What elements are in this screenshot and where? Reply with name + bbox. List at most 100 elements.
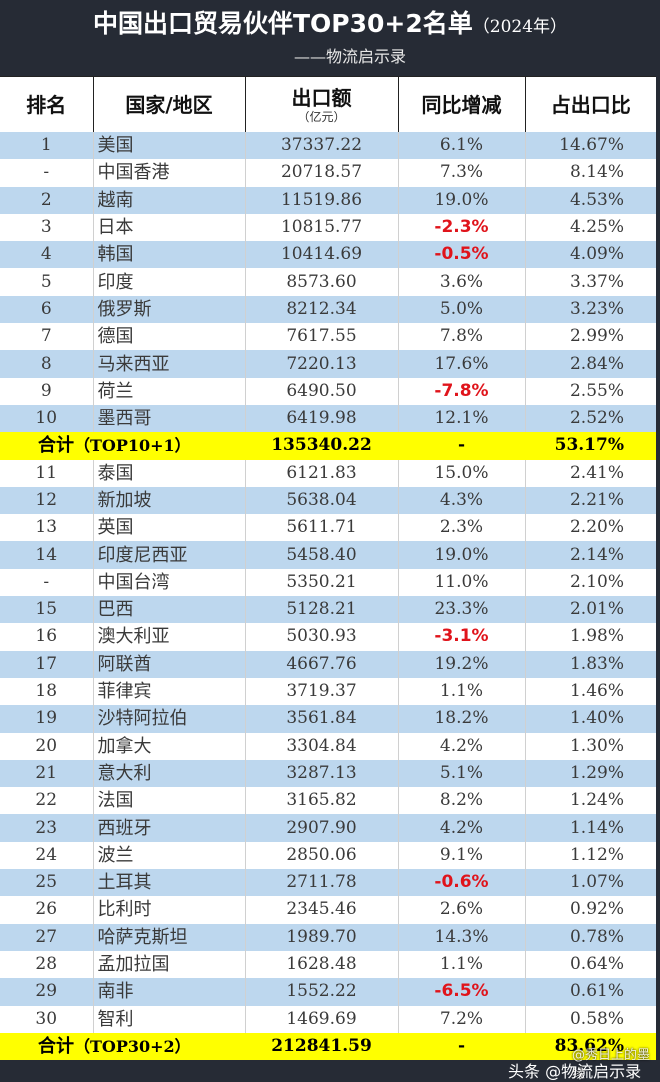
share-cell: 1.24% (524, 787, 656, 815)
export-partners-table: 排名 国家/地区 出口额 （亿元） 同比增减 占出口比 1 美国 37337.22 6.… (0, 76, 656, 1061)
country-cell: 美国 (92, 132, 245, 160)
share-cell: 4.09% (524, 241, 656, 269)
country-cell: 波兰 (92, 841, 245, 870)
country-cell: 土耳其 (92, 869, 245, 897)
total-label: 合计（TOP10+1） (0, 432, 245, 460)
table-row: 26 比利时 2345.46 2.6% 0.92% (0, 896, 656, 924)
share-cell: 1.40% (524, 705, 656, 733)
rank-cell: 13 (0, 514, 93, 542)
share-cell: 0.61% (524, 978, 656, 1006)
country-cell: 智利 (92, 1005, 245, 1033)
title-year: （2024年） (472, 17, 568, 37)
change-cell: 18.2% (397, 705, 525, 733)
share-cell: 2.01% (524, 596, 656, 624)
country-cell: 马来西亚 (92, 350, 245, 378)
table-row: 17 阿联酋 4667.76 19.2% 1.83% (0, 650, 656, 678)
total-amount: 212841.59 (245, 1032, 398, 1061)
rank-cell: 10 (0, 404, 93, 433)
share-cell: 2.20% (524, 514, 656, 542)
header-amount-unit: （亿元） (297, 109, 346, 124)
total-row: 合计（TOP30+2） 212841.59-83.62% (0, 1032, 656, 1061)
change-cell: 17.6% (397, 350, 525, 378)
share-cell: 0.78% (524, 923, 656, 951)
watermark-line2: 头条 @物流启示录 (508, 1062, 642, 1081)
amount-cell: 10815.77 (244, 213, 398, 242)
share-cell: 1.30% (524, 732, 656, 760)
header-amount: 出口额 （亿元） (244, 76, 398, 132)
rank-cell: 25 (0, 869, 93, 897)
amount-cell: 6419.98 (244, 404, 398, 433)
right-border (656, 76, 660, 1072)
country-cell: 德国 (92, 323, 245, 351)
table-row: 5 印度 8573.60 3.6% 3.37% (0, 268, 656, 296)
country-cell: 澳大利亚 (92, 623, 245, 651)
table-row: 30 智利 1469.69 7.2% 0.58% (0, 1005, 656, 1033)
table-row: 25 土耳其 2711.78 -0.6% 1.07% (0, 869, 656, 897)
total-label-scope: （TOP30+2） (74, 1036, 191, 1056)
amount-cell: 5128.21 (244, 596, 398, 624)
rank-cell: 19 (0, 705, 93, 733)
country-cell: 泰国 (92, 459, 245, 487)
rank-cell: 12 (0, 486, 93, 515)
total-change: - (398, 432, 525, 460)
amount-cell: 37337.22 (244, 132, 398, 160)
country-cell: 英国 (92, 514, 245, 542)
share-cell: 1.14% (524, 814, 656, 842)
table-row: 9 荷兰 6490.50 -7.8% 2.55% (0, 377, 656, 405)
table-row: 18 菲律宾 3719.37 1.1% 1.46% (0, 677, 656, 706)
country-cell: 南非 (92, 978, 245, 1006)
country-cell: 法国 (92, 787, 245, 815)
share-cell: 2.10% (524, 568, 656, 597)
amount-cell: 10414.69 (244, 241, 398, 269)
country-cell: 印度 (92, 268, 245, 296)
table-row: 10 墨西哥 6419.98 12.1% 2.52% (0, 404, 656, 433)
share-cell: 2.21% (524, 486, 656, 515)
amount-cell: 11519.86 (244, 186, 398, 214)
change-cell: 4.2% (397, 814, 525, 842)
change-cell: -2.3% (397, 213, 525, 242)
share-cell: 2.41% (524, 459, 656, 487)
table-row: 2 越南 11519.86 19.0% 4.53% (0, 186, 656, 214)
share-cell: 1.29% (524, 759, 656, 788)
title-band: 中国出口贸易伙伴TOP30+2名单（2024年） ——物流启示录 (0, 0, 660, 76)
rank-cell: 6 (0, 295, 93, 324)
share-cell: 2.99% (524, 323, 656, 351)
rank-cell: 24 (0, 841, 93, 870)
share-cell: 1.98% (524, 623, 656, 651)
rank-cell: 16 (0, 623, 93, 651)
change-cell: 5.0% (397, 295, 525, 324)
change-cell: -7.8% (397, 377, 525, 405)
change-cell: 4.2% (397, 732, 525, 760)
rank-cell: 4 (0, 241, 93, 269)
table-body: 1 美国 37337.22 6.1% 14.67% - 中国香港 20718.57 7.3% 8.… (0, 132, 656, 1061)
country-cell: 菲律宾 (92, 677, 245, 706)
share-cell: 1.07% (524, 869, 656, 897)
change-cell: 1.1% (397, 677, 525, 706)
table-row: 29 南非 1552.22 -6.5% 0.61% (0, 978, 656, 1006)
rank-cell: 26 (0, 896, 93, 924)
amount-cell: 3561.84 (244, 705, 398, 733)
change-cell: -6.5% (397, 978, 525, 1006)
share-cell: 3.23% (524, 295, 656, 324)
change-cell: 2.6% (397, 896, 525, 924)
amount-cell: 2711.78 (244, 869, 398, 897)
total-share: 53.17% (525, 432, 656, 460)
rank-cell: 22 (0, 787, 93, 815)
change-cell: 7.3% (397, 159, 525, 187)
total-row: 合计（TOP10+1） 135340.22-53.17% (0, 432, 656, 460)
total-label-text: 合计 (38, 435, 74, 457)
total-label: 合计（TOP30+2） (0, 1032, 245, 1061)
table-row: 4 韩国 10414.69 -0.5% 4.09% (0, 241, 656, 269)
country-cell: 中国台湾 (92, 568, 245, 597)
rank-cell: 29 (0, 978, 93, 1006)
amount-cell: 2345.46 (244, 896, 398, 924)
change-cell: -0.5% (397, 241, 525, 269)
change-cell: 8.2% (397, 787, 525, 815)
share-cell: 2.52% (524, 404, 656, 433)
table-row: 14 印度尼西亚 5458.40 19.0% 2.14% (0, 541, 656, 569)
amount-cell: 6490.50 (244, 377, 398, 405)
share-cell: 14.67% (524, 132, 656, 160)
amount-cell: 1552.22 (244, 978, 398, 1006)
rank-cell: 9 (0, 377, 93, 405)
total-amount: 135340.22 (245, 432, 398, 460)
